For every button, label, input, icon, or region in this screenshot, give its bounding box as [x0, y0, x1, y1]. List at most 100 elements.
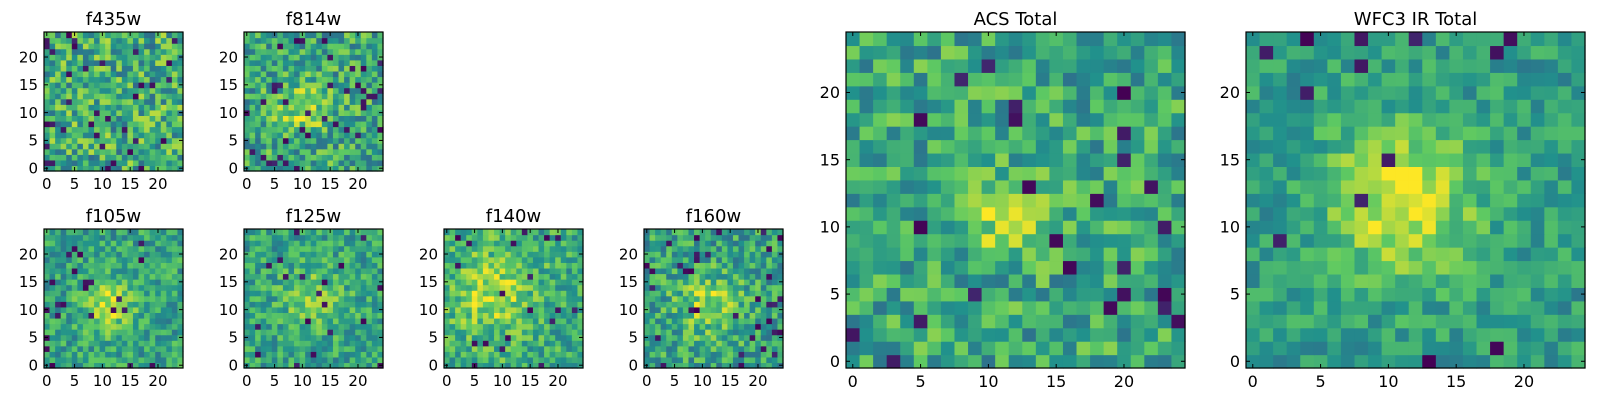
heatmap-cell	[560, 251, 567, 258]
heatmap-cell	[149, 132, 156, 139]
heatmap-cell	[1490, 341, 1505, 356]
heatmap-cell	[77, 70, 84, 78]
heatmap-cell	[255, 165, 262, 172]
heatmap-cell	[66, 109, 73, 116]
heatmap-cell	[71, 115, 78, 122]
heatmap-cell	[166, 340, 173, 347]
heatmap-cell	[727, 317, 734, 325]
heatmap-cell	[1171, 260, 1186, 275]
heatmap-cell	[940, 354, 956, 369]
heatmap-cell	[1476, 206, 1491, 221]
heatmap-cell	[1062, 99, 1078, 114]
heatmap-cell	[355, 98, 362, 105]
heatmap-cell	[310, 104, 317, 111]
heatmap-cell	[377, 93, 384, 100]
heatmap-cell	[366, 32, 373, 39]
heatmap-cell	[88, 143, 95, 150]
heatmap-cell	[859, 139, 874, 154]
heatmap-cell	[655, 323, 662, 330]
heatmap-cell	[566, 273, 573, 280]
heatmap-cell	[132, 115, 140, 122]
heatmap-cell	[88, 48, 95, 55]
heatmap-cell	[744, 334, 751, 341]
heatmap-cell	[705, 262, 712, 269]
heatmap-cell	[344, 295, 351, 302]
heatmap-cell	[532, 351, 540, 358]
heatmap-cell	[94, 345, 101, 352]
heatmap-cell	[321, 345, 328, 352]
heatmap-cell	[1076, 220, 1091, 235]
heatmap-cell	[1300, 260, 1315, 275]
heatmap-cell	[571, 229, 579, 236]
heatmap-cell	[327, 290, 334, 297]
heatmap-cell	[344, 143, 351, 150]
heatmap-cell	[705, 323, 712, 330]
heatmap-cell	[49, 159, 56, 167]
heatmap-cell	[144, 115, 151, 122]
y-tick-label: 10	[419, 301, 438, 319]
heatmap-cell	[671, 240, 678, 247]
heatmap-cell	[71, 48, 78, 55]
heatmap-cell	[338, 76, 345, 83]
x-tick-label: 5	[70, 175, 80, 193]
heatmap-cell	[1300, 327, 1315, 342]
heatmap-cell	[316, 267, 323, 275]
heatmap-cell	[677, 301, 684, 308]
heatmap-cell	[1517, 206, 1532, 221]
heatmap-cell	[255, 87, 262, 94]
heatmap-cell	[1022, 233, 1037, 248]
heatmap-cell	[449, 251, 456, 258]
heatmap-cell	[321, 306, 328, 313]
heatmap-cell	[88, 137, 95, 144]
heatmap-cell	[494, 323, 501, 330]
heatmap-cell	[371, 132, 379, 139]
heatmap-cell	[738, 306, 745, 313]
heatmap-cell	[271, 351, 278, 358]
heatmap-cell	[160, 229, 167, 236]
heatmap-cell	[544, 284, 551, 291]
heatmap-cell	[127, 329, 134, 336]
heatmap-cell	[671, 340, 678, 347]
heatmap-cell	[244, 329, 251, 336]
heatmap-cell	[940, 260, 956, 275]
heatmap-cell	[177, 43, 184, 50]
heatmap-cell	[1076, 273, 1091, 288]
heatmap-cell	[471, 317, 478, 325]
heatmap-cell	[144, 104, 151, 111]
heatmap-cell	[94, 267, 101, 275]
heatmap-cell	[105, 301, 112, 308]
heatmap-cell	[160, 148, 167, 155]
heatmap-cell	[321, 48, 328, 55]
heatmap-cell	[555, 245, 562, 252]
heatmap-cell	[1490, 314, 1505, 329]
heatmap-cell	[60, 70, 67, 78]
heatmap-cell	[316, 345, 323, 352]
heatmap-cell	[771, 356, 779, 364]
heatmap-cell	[94, 362, 101, 369]
heatmap-cell	[940, 300, 956, 315]
panel-title: ACS Total	[974, 9, 1058, 30]
heatmap-cell	[249, 245, 256, 252]
heatmap-cell	[1381, 233, 1396, 248]
heatmap-cell	[1035, 166, 1050, 181]
heatmap-cell	[1544, 273, 1559, 288]
heatmap-cell	[121, 148, 128, 155]
heatmap-cell	[366, 273, 373, 280]
heatmap-cell	[649, 229, 656, 236]
heatmap-cell	[1022, 341, 1037, 356]
heatmap-cell	[571, 345, 579, 352]
heatmap-cell	[94, 256, 101, 263]
heatmap-cell	[444, 245, 451, 252]
heatmap-cell	[166, 54, 173, 61]
heatmap-cell	[160, 234, 167, 241]
heatmap-cell	[344, 120, 351, 128]
heatmap-cell	[149, 120, 156, 128]
heatmap-cell	[110, 65, 117, 72]
heatmap-cell	[127, 351, 134, 358]
heatmap-cell	[82, 126, 90, 133]
heatmap-cell	[94, 351, 101, 358]
heatmap-cell	[338, 351, 345, 358]
heatmap-cell	[166, 306, 173, 313]
heatmap-cell	[727, 345, 734, 352]
heatmap-cell	[505, 240, 512, 247]
